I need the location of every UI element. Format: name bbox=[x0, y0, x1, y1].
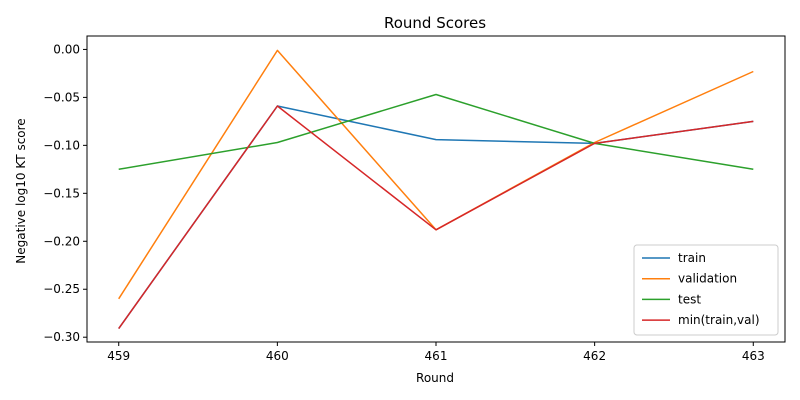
chart-title: Round Scores bbox=[384, 14, 486, 32]
x-tick-label: 460 bbox=[266, 349, 289, 363]
y-axis-title: Negative log10 KT score bbox=[14, 118, 28, 263]
y-tick-label: 0.00 bbox=[53, 42, 80, 56]
ticks-layer: 459 460 461 462 463 0.00 −0.05 −0.10 −0.15 −0.20 −… bbox=[43, 42, 765, 363]
x-axis-title: Round bbox=[416, 371, 454, 385]
x-tick-label: 462 bbox=[583, 349, 606, 363]
x-tick-label: 459 bbox=[107, 349, 130, 363]
series-line-test bbox=[118, 93, 754, 171]
legend-label-min-train-val: min(train,val) bbox=[678, 313, 760, 327]
legend-label-validation: validation bbox=[678, 272, 737, 286]
y-tick-label: −0.20 bbox=[43, 234, 80, 248]
x-tick-label: 463 bbox=[742, 349, 765, 363]
y-tick-label: −0.05 bbox=[43, 90, 80, 104]
legend: train validation test min(train,val) bbox=[633, 244, 779, 336]
series-layer bbox=[118, 49, 754, 330]
y-tick-label: −0.25 bbox=[43, 282, 80, 296]
y-tick-label: −0.30 bbox=[43, 330, 80, 344]
y-tick-label: −0.10 bbox=[43, 138, 80, 152]
legend-label-train: train bbox=[678, 251, 706, 265]
legend-label-test: test bbox=[678, 292, 701, 306]
series-line-min-train-val bbox=[118, 105, 754, 330]
y-tick-label: −0.15 bbox=[43, 186, 80, 200]
x-tick-label: 461 bbox=[425, 349, 448, 363]
plot-frame bbox=[86, 35, 786, 343]
legend-box bbox=[633, 244, 779, 336]
